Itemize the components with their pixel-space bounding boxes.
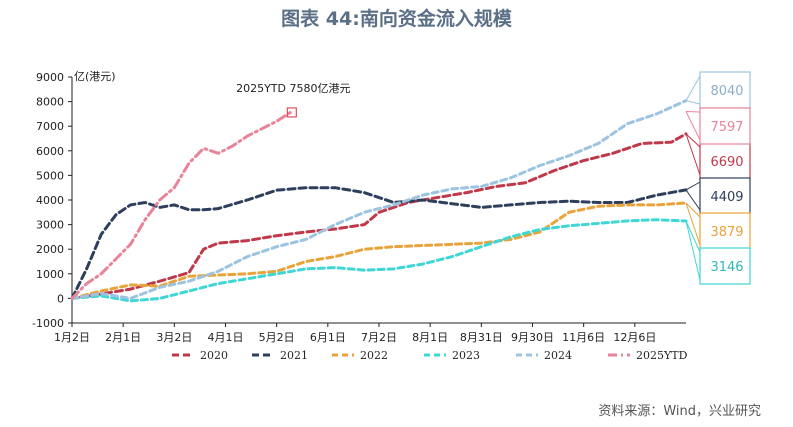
y-tick-label: 4000 (36, 194, 64, 207)
series-line-2022 (70, 201, 688, 300)
end-label-2024: 8040 (710, 84, 743, 99)
callout-pointer (685, 75, 701, 105)
callout-box (699, 212, 751, 250)
end-label-2022: 3879 (710, 225, 743, 240)
y-tick-label: 0 (57, 292, 64, 305)
axes: 亿(港元) 9000 8000 7000 6000 5000 4000 3000 2000 100… (32, 70, 686, 344)
callout-pointer (685, 133, 701, 176)
x-tick-label: 5月2日 (259, 331, 295, 344)
x-tick-label: 8月1日 (412, 331, 448, 344)
legend-label-2021: 2021 (280, 349, 308, 362)
end-label-2025ytd: 7597 (710, 120, 743, 135)
callout-box (699, 142, 751, 180)
x-tick-label: 9月30日 (511, 331, 554, 344)
y-axis-label: 亿(港元) (74, 70, 116, 83)
y-tick-label: 2000 (36, 243, 64, 256)
source-note: 资料来源：Wind，兴业研究 (598, 404, 761, 419)
series-lines (70, 99, 688, 303)
legend-label-2022: 2022 (360, 349, 388, 362)
y-tick-label: 3000 (36, 219, 64, 232)
legend-label-2020: 2020 (200, 349, 228, 362)
x-tick-label: 1月2日 (54, 331, 90, 344)
end-labels: 2025YTD 7580亿港元 6690 4409 3879 3146 8040 7597 (236, 71, 751, 285)
x-tick-label: 11月6日 (562, 331, 605, 344)
y-tick-label: -1000 (32, 317, 64, 330)
callout-pointer (685, 181, 701, 211)
x-tick-label: 4月1日 (208, 331, 244, 344)
x-tick-label: 8月31日 (460, 331, 503, 344)
y-tick-label: 6000 (36, 145, 64, 158)
series-line-2020 (70, 132, 688, 300)
series-line-2025ytd (70, 110, 293, 300)
annotation-marker (286, 107, 297, 118)
callout-box (699, 177, 751, 215)
annotation-label: 2025YTD 7580亿港元 (236, 82, 350, 95)
y-tick-label: 7000 (36, 120, 64, 133)
x-tick-label: 3月2日 (156, 331, 192, 344)
series-line-2023 (70, 218, 688, 303)
legend: 2020 2021 2022 2023 2024 2025YTD (172, 349, 688, 362)
x-tick-label: 2月1日 (105, 331, 141, 344)
x-tick-label: 7月2日 (361, 331, 397, 344)
legend-label-2025ytd: 2025YTD (636, 349, 688, 362)
callout-box (699, 107, 751, 145)
x-tick-label: 6月1日 (310, 331, 346, 344)
end-label-2021: 4409 (710, 190, 743, 205)
chart-title: 图表 44:南向资金流入规模 (281, 8, 512, 30)
y-tick-label: 8000 (36, 96, 64, 109)
legend-label-2024: 2024 (544, 349, 572, 362)
series-line-2024 (70, 99, 688, 300)
y-tick-label: 9000 (36, 71, 64, 84)
y-tick-label: 1000 (36, 268, 64, 281)
callout-pointer (685, 202, 701, 246)
callout-pointer (685, 220, 701, 281)
callout-box (699, 71, 751, 109)
x-tick-label: 12月6日 (613, 331, 656, 344)
series-line-2021 (70, 186, 688, 300)
end-label-2020: 6690 (710, 155, 743, 170)
legend-label-2023: 2023 (452, 349, 480, 362)
callout-box (699, 247, 751, 285)
end-label-2023: 3146 (710, 260, 743, 275)
y-tick-label: 5000 (36, 169, 64, 182)
callout-pointer (685, 111, 701, 141)
